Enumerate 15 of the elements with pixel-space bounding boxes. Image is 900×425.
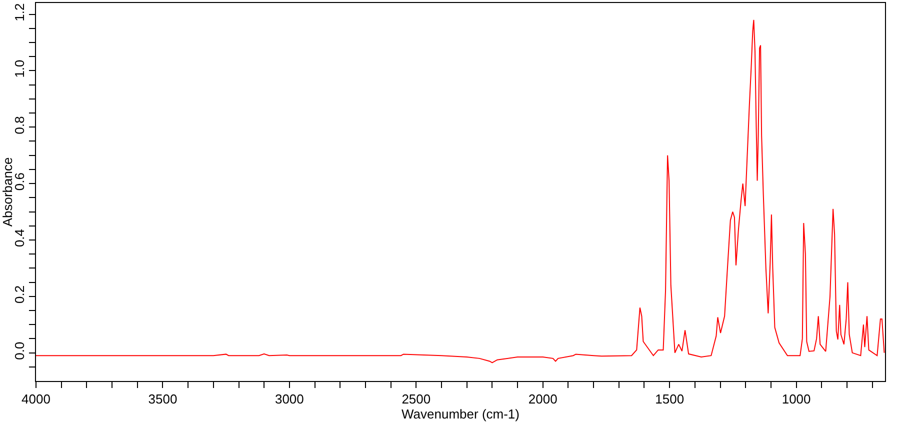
y-tick-label: 0.0 [12, 342, 27, 360]
line-series [36, 19, 885, 364]
y-tick-label: 1.0 [12, 60, 27, 78]
x-tick-label: 3000 [274, 392, 304, 407]
y-tick-label: 0.2 [12, 285, 27, 304]
y-tick-label: 0.8 [12, 116, 27, 134]
x-tick-label: 3500 [148, 392, 178, 407]
x-tick-label: 1000 [782, 392, 811, 407]
x-axis-title: Wavenumber (cm-1) [402, 406, 520, 422]
x-tick-label: 1500 [655, 392, 684, 407]
y-tick-label: 0.4 [12, 228, 27, 248]
x-tick-label: 2500 [402, 392, 431, 407]
y-tick-label: 1.2 [12, 3, 27, 22]
x-tick-label: 2000 [528, 392, 558, 407]
x-tick-label: 4000 [22, 392, 50, 407]
